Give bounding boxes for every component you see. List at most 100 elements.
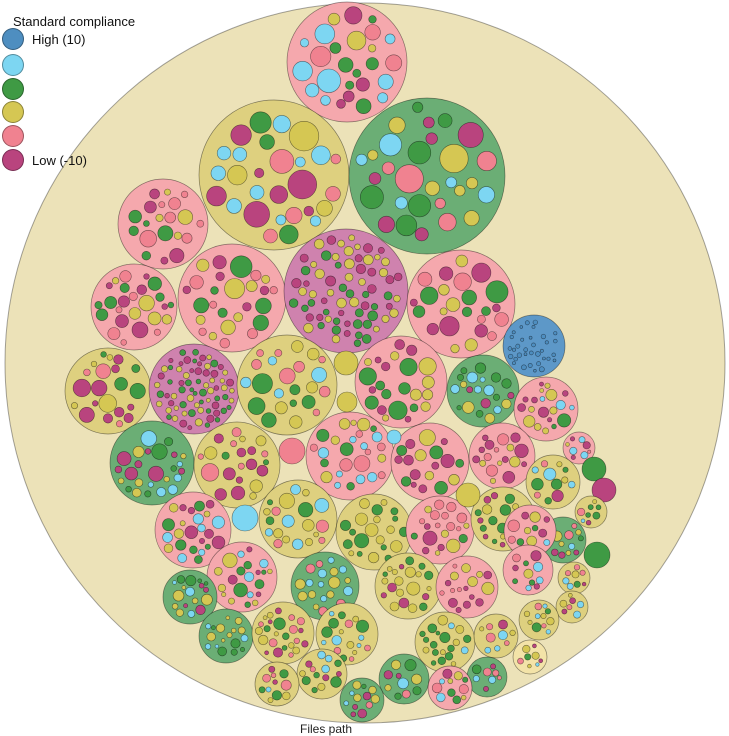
- leaf-circle: [507, 519, 520, 532]
- leaf-circle: [269, 286, 278, 295]
- leaf-circle: [422, 593, 430, 601]
- leaf-circle: [414, 227, 429, 242]
- leaf-circle: [185, 586, 195, 597]
- leaf-circle: [499, 504, 512, 516]
- leaf-circle: [434, 197, 446, 209]
- leaf-circle: [359, 498, 370, 509]
- leaf-circle: [538, 528, 548, 538]
- leaf-circle: [222, 394, 229, 401]
- leaf-circle: [564, 570, 571, 577]
- leaf-circle: [358, 367, 377, 386]
- leaf-circle: [72, 378, 91, 398]
- leaf-circle: [587, 449, 592, 454]
- leaf-circle: [512, 578, 518, 585]
- leaf-circle: [313, 531, 319, 538]
- leaf-circle: [250, 269, 262, 281]
- leaf-circle: [98, 394, 117, 413]
- leaf-circle: [569, 436, 575, 442]
- leaf-circle: [449, 571, 459, 581]
- leaf-circle: [389, 308, 399, 318]
- leaf-circle: [252, 599, 259, 607]
- leaf-circle: [571, 570, 580, 579]
- leaf-circle: [181, 410, 188, 417]
- leaf-circle: [464, 338, 478, 352]
- leaf-circle: [232, 147, 248, 162]
- leaf-circle: [115, 314, 129, 328]
- leaf-circle: [171, 415, 179, 422]
- leaf-circle: [328, 576, 341, 589]
- leaf-circle: [494, 645, 501, 652]
- leaf-circle: [163, 476, 170, 483]
- leaf-circle: [467, 576, 478, 587]
- legend-swatch: [2, 101, 24, 123]
- leaf-circle: [328, 617, 339, 629]
- leaf-circle: [431, 649, 439, 656]
- leaf-circle: [299, 670, 306, 677]
- leaf-circle: [339, 458, 353, 472]
- leaf-circle: [509, 334, 514, 340]
- leaf-circle: [161, 365, 169, 373]
- leaf-circle: [143, 273, 150, 280]
- leaf-circle: [394, 272, 403, 282]
- leaf-circle: [327, 556, 335, 564]
- leaf-circle: [240, 634, 249, 643]
- leaf-circle: [173, 405, 179, 411]
- leaf-circle: [123, 412, 134, 423]
- leaf-circle: [206, 414, 215, 423]
- leaf-circle: [297, 591, 308, 602]
- leaf-circle: [409, 469, 421, 480]
- leaf-circle: [539, 396, 546, 402]
- leaf-circle: [390, 507, 399, 516]
- leaf-circle: [511, 330, 516, 335]
- legend-swatch: [2, 78, 24, 100]
- leaf-circle: [114, 465, 123, 474]
- leaf-circle: [342, 90, 355, 103]
- leaf-circle: [523, 560, 529, 567]
- leaf-circle: [285, 207, 303, 225]
- leaf-circle: [213, 409, 221, 417]
- leaf-circle: [256, 349, 264, 357]
- leaf-circle: [354, 308, 364, 318]
- leaf-circle: [530, 550, 542, 562]
- leaf-circle: [544, 340, 549, 345]
- leaf-circle: [344, 619, 354, 628]
- leaf-circle: [444, 652, 454, 661]
- leaf-circle: [336, 391, 358, 413]
- leaf-circle: [523, 352, 528, 357]
- leaf-circle: [175, 539, 187, 551]
- leaf-circle: [344, 272, 354, 282]
- leaf-circle: [166, 414, 172, 420]
- leaf-circle: [164, 437, 174, 447]
- leaf-circle: [212, 255, 227, 270]
- leaf-circle: [339, 519, 351, 531]
- leaf-circle: [324, 315, 332, 323]
- leaf-circle: [175, 608, 184, 617]
- leaf-circle: [354, 331, 363, 340]
- leaf-circle: [274, 607, 282, 615]
- leaf-circle: [316, 68, 341, 93]
- leaf-circle: [219, 338, 231, 349]
- leaf-circle: [446, 521, 456, 531]
- leaf-circle: [161, 314, 172, 325]
- leaf-circle: [405, 438, 416, 449]
- leaf-circle: [189, 368, 195, 374]
- leaf-circle: [320, 471, 333, 484]
- leaf-circle: [106, 354, 114, 361]
- leaf-circle: [377, 405, 387, 415]
- leaf-circle: [544, 608, 552, 615]
- leaf-circle: [189, 545, 198, 554]
- leaf-circle: [452, 695, 462, 705]
- leaf-circle: [592, 499, 598, 504]
- leaf-circle: [569, 404, 575, 411]
- leaf-circle: [571, 523, 578, 529]
- leaf-circle: [573, 564, 581, 571]
- leaf-circle: [292, 60, 313, 82]
- leaf-circle: [196, 258, 210, 272]
- leaf-circle: [199, 537, 206, 544]
- leaf-circle: [528, 579, 536, 586]
- leaf-circle: [371, 504, 383, 516]
- leaf-circle: [462, 676, 469, 683]
- leaf-circle: [294, 578, 306, 590]
- leaf-circle: [163, 543, 174, 553]
- leaf-circle: [483, 384, 495, 396]
